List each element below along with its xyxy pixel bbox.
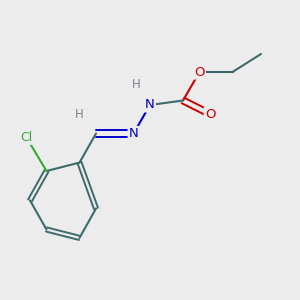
Text: Cl: Cl: [20, 131, 32, 144]
Text: O: O: [205, 107, 215, 121]
Text: H: H: [132, 78, 141, 91]
Text: N: N: [129, 127, 138, 140]
Text: H: H: [75, 108, 84, 121]
Text: N: N: [145, 98, 155, 112]
Text: O: O: [194, 65, 205, 79]
